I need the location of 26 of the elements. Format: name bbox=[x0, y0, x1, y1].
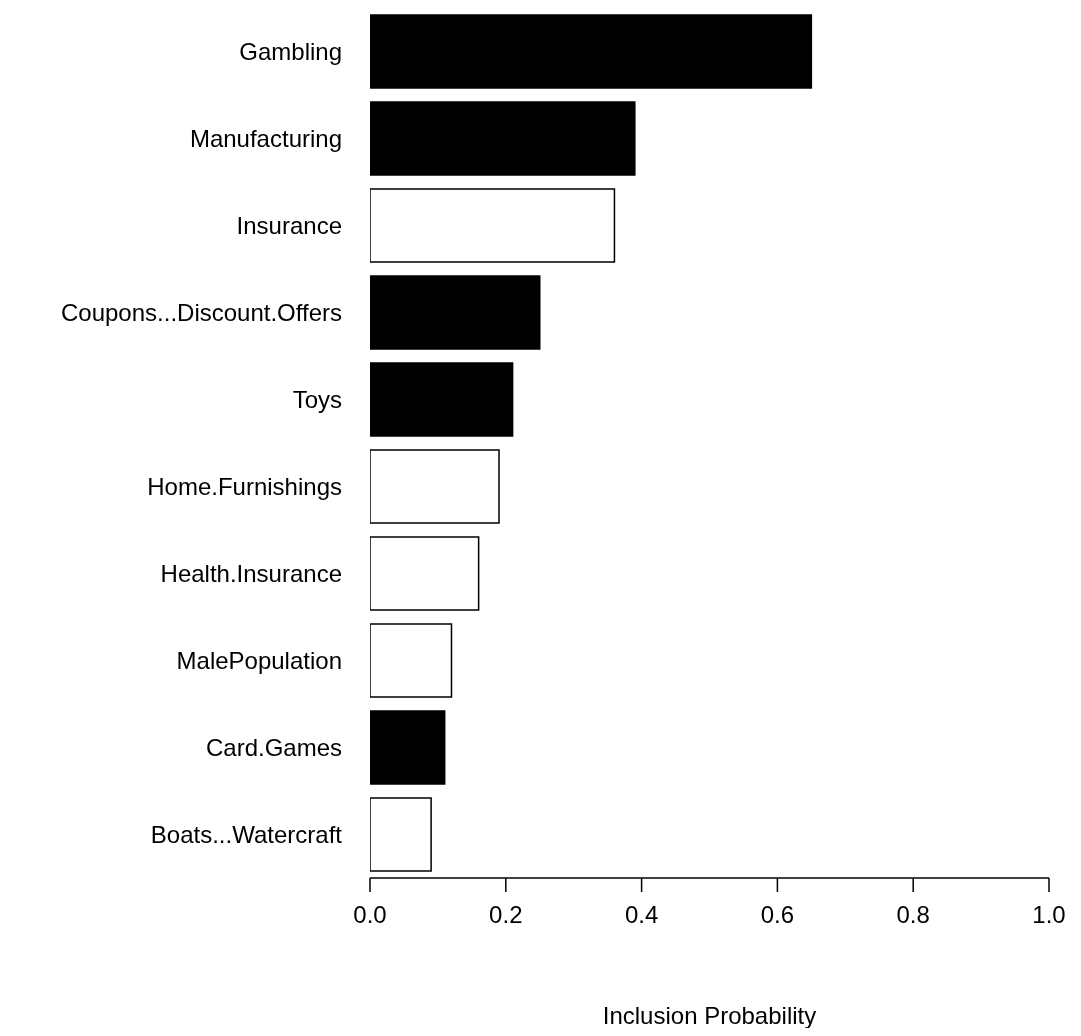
bar bbox=[370, 449, 500, 524]
y-tick-label: Card.Games bbox=[205, 734, 342, 762]
x-tick-label: 0.8 bbox=[896, 901, 930, 929]
bar bbox=[370, 362, 514, 437]
x-tick-label: 0.6 bbox=[760, 901, 795, 929]
x-tick-label: 0.2 bbox=[489, 901, 523, 929]
x-tick-label: 0.0 bbox=[353, 901, 387, 929]
bar bbox=[370, 188, 616, 263]
bar bbox=[370, 710, 446, 785]
bar bbox=[370, 14, 813, 89]
y-tick-label: Home.Furnishings bbox=[147, 473, 342, 501]
y-tick-label: Insurance bbox=[236, 212, 342, 240]
y-tick-label: Gambling bbox=[239, 38, 342, 66]
y-tick-label: Toys bbox=[292, 386, 342, 414]
x-tick-label: 0.4 bbox=[624, 901, 659, 929]
bar bbox=[370, 536, 480, 611]
bar bbox=[370, 101, 636, 176]
y-tick-label: Boats...Watercraft bbox=[150, 821, 343, 849]
x-tick-label: 1.0 bbox=[1032, 901, 1066, 929]
y-tick-label: MalePopulation bbox=[176, 647, 342, 675]
bar bbox=[370, 275, 541, 350]
bar bbox=[370, 797, 432, 872]
y-tick-label: Coupons...Discount.Offers bbox=[60, 299, 342, 327]
bar bbox=[370, 623, 453, 698]
y-tick-label: Health.Insurance bbox=[160, 560, 342, 588]
y-tick-label: Manufacturing bbox=[189, 125, 342, 153]
